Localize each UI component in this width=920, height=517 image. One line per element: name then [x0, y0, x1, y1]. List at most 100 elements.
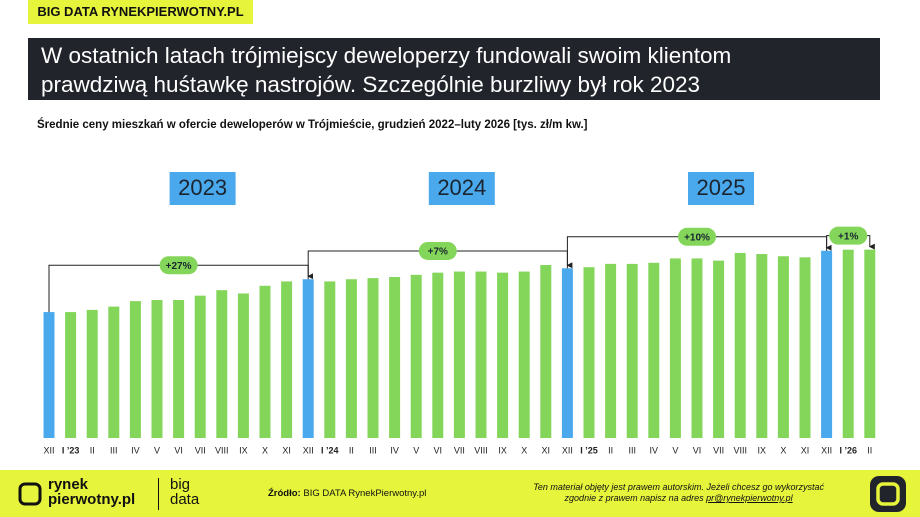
notice: Ten materiał objęty jest prawem autorski… [533, 482, 824, 504]
x-tick-label: XI [542, 445, 551, 455]
x-tick-label: X [521, 445, 527, 455]
year-label: 2023 [178, 175, 227, 200]
bar [561, 268, 573, 438]
x-tick-label: IX [758, 445, 767, 455]
logo: rynek pierwotny.pl [48, 477, 135, 507]
bar [281, 281, 293, 438]
annotation-label: +10% [684, 232, 710, 243]
footer: rynek pierwotny.pl big data Źródło: BIG … [0, 470, 920, 517]
bar [108, 306, 120, 438]
bar [605, 263, 617, 438]
annotation-pill [829, 226, 868, 245]
bar [821, 250, 833, 438]
bar [216, 290, 228, 438]
chart: XII I ’23 II III IV V VI VII VIII IX X XI XII I ’24 II… [43, 172, 876, 455]
x-tick-label: IV [131, 445, 140, 455]
x-tick-label: III [628, 445, 636, 455]
x-tick-label: V [672, 445, 678, 455]
x-tick-label: IV [390, 445, 399, 455]
bar [799, 257, 811, 438]
x-tick-label: VI [693, 445, 702, 455]
source-text: BIG DATA RynekPierwotny.pl [303, 488, 427, 499]
year-box [688, 172, 754, 205]
x-tick-label: X [780, 445, 786, 455]
x-tick-label: II [867, 445, 872, 455]
corner-icon [870, 476, 906, 512]
bar [583, 267, 595, 438]
x-tick-label: VIII [215, 445, 229, 455]
x-tick-label: XII [821, 445, 832, 455]
x-tick-label: IX [498, 445, 507, 455]
year-label: 2024 [437, 175, 486, 200]
logo-line: data [170, 491, 200, 508]
bar [237, 293, 249, 438]
x-tick-label: II [608, 445, 613, 455]
x-tick-label: VII [713, 445, 724, 455]
annotation-pill [678, 227, 716, 246]
subtitle: Średnie ceny mieszkań w ofercie dewelope… [37, 119, 588, 131]
title-line: prawdziwą huśtawkę nastrojów. Szczególni… [41, 72, 701, 97]
bar [43, 312, 55, 438]
x-tick-label: V [154, 445, 160, 455]
notice-line: zgodnie z prawem napisz na adres pr@ryne… [533, 493, 824, 504]
x-tick-label: I ’25 [580, 445, 598, 455]
bar [65, 312, 77, 438]
bar [302, 279, 314, 438]
logo-line: pierwotny.pl [48, 491, 136, 508]
bar [432, 272, 444, 438]
bar [540, 264, 552, 438]
bar [864, 249, 876, 438]
x-tick-label: I ’23 [62, 445, 80, 455]
x-tick-label: VII [454, 445, 465, 455]
notice-text: zgodnie z prawem napisz na adres [564, 493, 704, 503]
bar [777, 256, 789, 438]
bar [626, 263, 638, 438]
title-line: W ostatnich latach trójmiejscy deweloper… [41, 43, 732, 68]
x-tick-label: X [262, 445, 268, 455]
x-tick-label: VI [434, 445, 443, 455]
bar [518, 271, 530, 438]
x-tick-label: I ’24 [321, 445, 339, 455]
x-tick-label: XII [303, 445, 314, 455]
bar [453, 271, 465, 438]
annotation-pill [418, 241, 457, 260]
bar [669, 258, 681, 438]
x-tick-label: IX [239, 445, 248, 455]
bar [756, 254, 768, 438]
annotation-label: +27% [166, 261, 192, 272]
year-box [428, 172, 495, 205]
bar [648, 262, 660, 438]
bar [194, 295, 206, 438]
logo-line: rynek [48, 476, 89, 493]
x-tick-label: XII [43, 445, 54, 455]
x-tick-label: XI [801, 445, 810, 455]
x-tick-label: III [110, 445, 118, 455]
x-tick-label: VII [195, 445, 206, 455]
x-tick-label: XII [562, 445, 573, 455]
x-tick-label: VIII [733, 445, 747, 455]
bar [713, 260, 725, 438]
divider [158, 478, 159, 510]
bar [389, 277, 401, 438]
bar [367, 278, 379, 438]
logo-icon [18, 482, 42, 506]
notice-line: Ten materiał objęty jest prawem autorski… [533, 482, 824, 492]
email[interactable]: pr@rynekpierwotny.pl [706, 493, 793, 503]
bar [497, 272, 509, 438]
x-tick-label: III [369, 445, 377, 455]
bar [410, 274, 422, 438]
year-label: 2025 [697, 175, 746, 200]
bar [173, 300, 185, 438]
annotation-pill [159, 256, 198, 275]
bar [475, 271, 487, 438]
bar [324, 281, 336, 438]
bar [86, 309, 98, 438]
bar [691, 258, 703, 438]
x-tick-label: XI [282, 445, 291, 455]
logo2: big data [170, 477, 199, 507]
logo-line: big [170, 476, 191, 493]
bar [259, 285, 271, 438]
x-tick-label: I ’26 [839, 445, 857, 455]
tag: BIG DATA RYNEKPIERWOTNY.PL [28, 0, 253, 24]
